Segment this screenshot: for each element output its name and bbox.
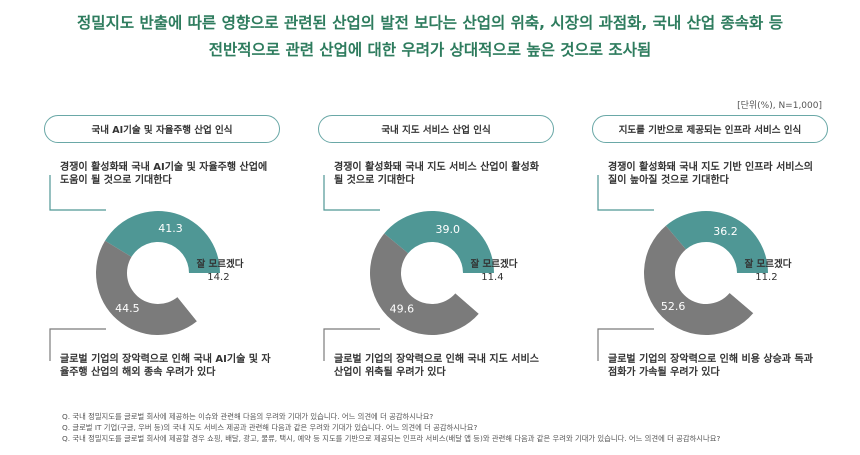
survey-question-2: Q. 글로벌 IT 기업(구글, 우버 등)의 국내 지도 서비스 제공과 관련… [62,423,478,432]
desc-concern-infra: 글로벌 기업의 장악력으로 인해 비용 상승과 독과점화가 가속될 우려가 있다 [608,354,813,378]
value-label-unknown: 14.2 [207,272,229,283]
value-label-negative: 44.5 [115,302,140,315]
donut-slice-unknown [455,273,494,314]
value-label-negative: 52.6 [661,300,686,313]
desc-expect-ai: 경쟁이 활성화돼 국내 AI기술 및 자율주행 산업에 도움이 될 것으로 기대… [60,162,268,186]
panel-title-infra: 지도를 기반으로 제공되는 인프라 서비스 인식 [592,115,828,143]
chart-panel-ai: 41.3 44.5 잘 모르겠다 14.2 국내 AI기술 및 자율주행 산업 인식 … [38,115,298,390]
desc-expect-infra: 경쟁이 활성화돼 국내 지도 기반 인프라 서비스의 질이 높아질 것으로 기대… [608,162,813,186]
value-label-positive: 41.3 [158,222,183,235]
donut-chart-ai: 41.3 44.5 잘 모르겠다 14.2 [49,175,244,361]
headline-line-1: 정밀지도 반출에 따른 영향으로 관련된 산업의 발전 보다는 산업의 위축, … [77,14,783,32]
unknown-label: 잘 모르겠다 [470,258,517,270]
unit-note: [단위(%), N=1,000] [737,101,822,111]
donut-slice-unknown [177,273,220,322]
panel-title-map-service: 국내 지도 서비스 산업 인식 [318,115,554,143]
panel-title-ai: 국내 AI기술 및 자율주행 산업 인식 [44,115,280,143]
connector-line-top [323,175,380,211]
desc-expect-map-service: 경쟁이 활성화돼 국내 지도 서비스 산업이 활성화될 것으로 기대한다 [334,162,539,186]
donut-chart-map-service: 39.0 49.6 잘 모르겠다 11.4 [323,175,518,361]
unknown-label: 잘 모르겠다 [744,258,791,270]
survey-question-3: Q. 국내 정밀지도를 글로벌 회사에 제공할 경우 쇼핑, 배달, 광고, 물… [62,434,721,443]
donut-slice-positive [105,211,220,273]
value-label-negative: 49.6 [390,302,415,315]
connector-line-bottom [597,328,654,361]
value-label-positive: 36.2 [713,225,738,238]
donut-slice-negative [370,233,479,335]
connector-line-bottom [323,328,380,361]
survey-questions: Q. 국내 정밀지도를 글로벌 회사에 제공하는 이슈와 관련해 다음의 우려와… [62,411,720,444]
donut-slice-negative [644,225,754,335]
donut-slice-positive [665,211,768,273]
chart-panel-infra: 36.2 52.6 잘 모르겠다 11.2 지도를 기반으로 제공되는 인프라 서비스… [586,115,846,390]
desc-concern-map-service: 글로벌 기업의 장악력으로 인해 국내 지도 서비스 산업이 위축될 우려가 있… [334,354,539,378]
connector-line-bottom [49,328,106,361]
headline-line-2: 전반적으로 관련 산업에 대한 우려가 상대적으로 높은 것으로 조사됨 [208,41,652,59]
headline: 정밀지도 반출에 따른 영향으로 관련된 산업의 발전 보다는 산업의 위축, … [0,10,860,64]
desc-concern-ai: 글로벌 기업의 장악력으로 인해 국내 AI기술 및 자율주행 산업의 해외 종… [60,354,271,378]
unknown-label: 잘 모르겠다 [196,258,243,270]
chart-panel-map-service: 39.0 49.6 잘 모르겠다 11.4 국내 지도 서비스 산업 인식 경쟁이 활… [312,115,572,390]
connector-line-top [597,175,654,211]
value-label-unknown: 11.2 [755,272,777,283]
connector-line-top [49,175,106,211]
donut-chart-infra: 36.2 52.6 잘 모르겠다 11.2 [597,175,792,361]
value-label-unknown: 11.4 [481,272,503,283]
donut-slice-unknown [729,273,768,314]
donut-slice-negative [96,240,197,335]
value-label-positive: 39.0 [436,223,461,236]
survey-question-1: Q. 국내 정밀지도를 글로벌 회사에 제공하는 이슈와 관련해 다음의 우려와… [62,412,434,421]
donut-slice-positive [384,211,494,273]
